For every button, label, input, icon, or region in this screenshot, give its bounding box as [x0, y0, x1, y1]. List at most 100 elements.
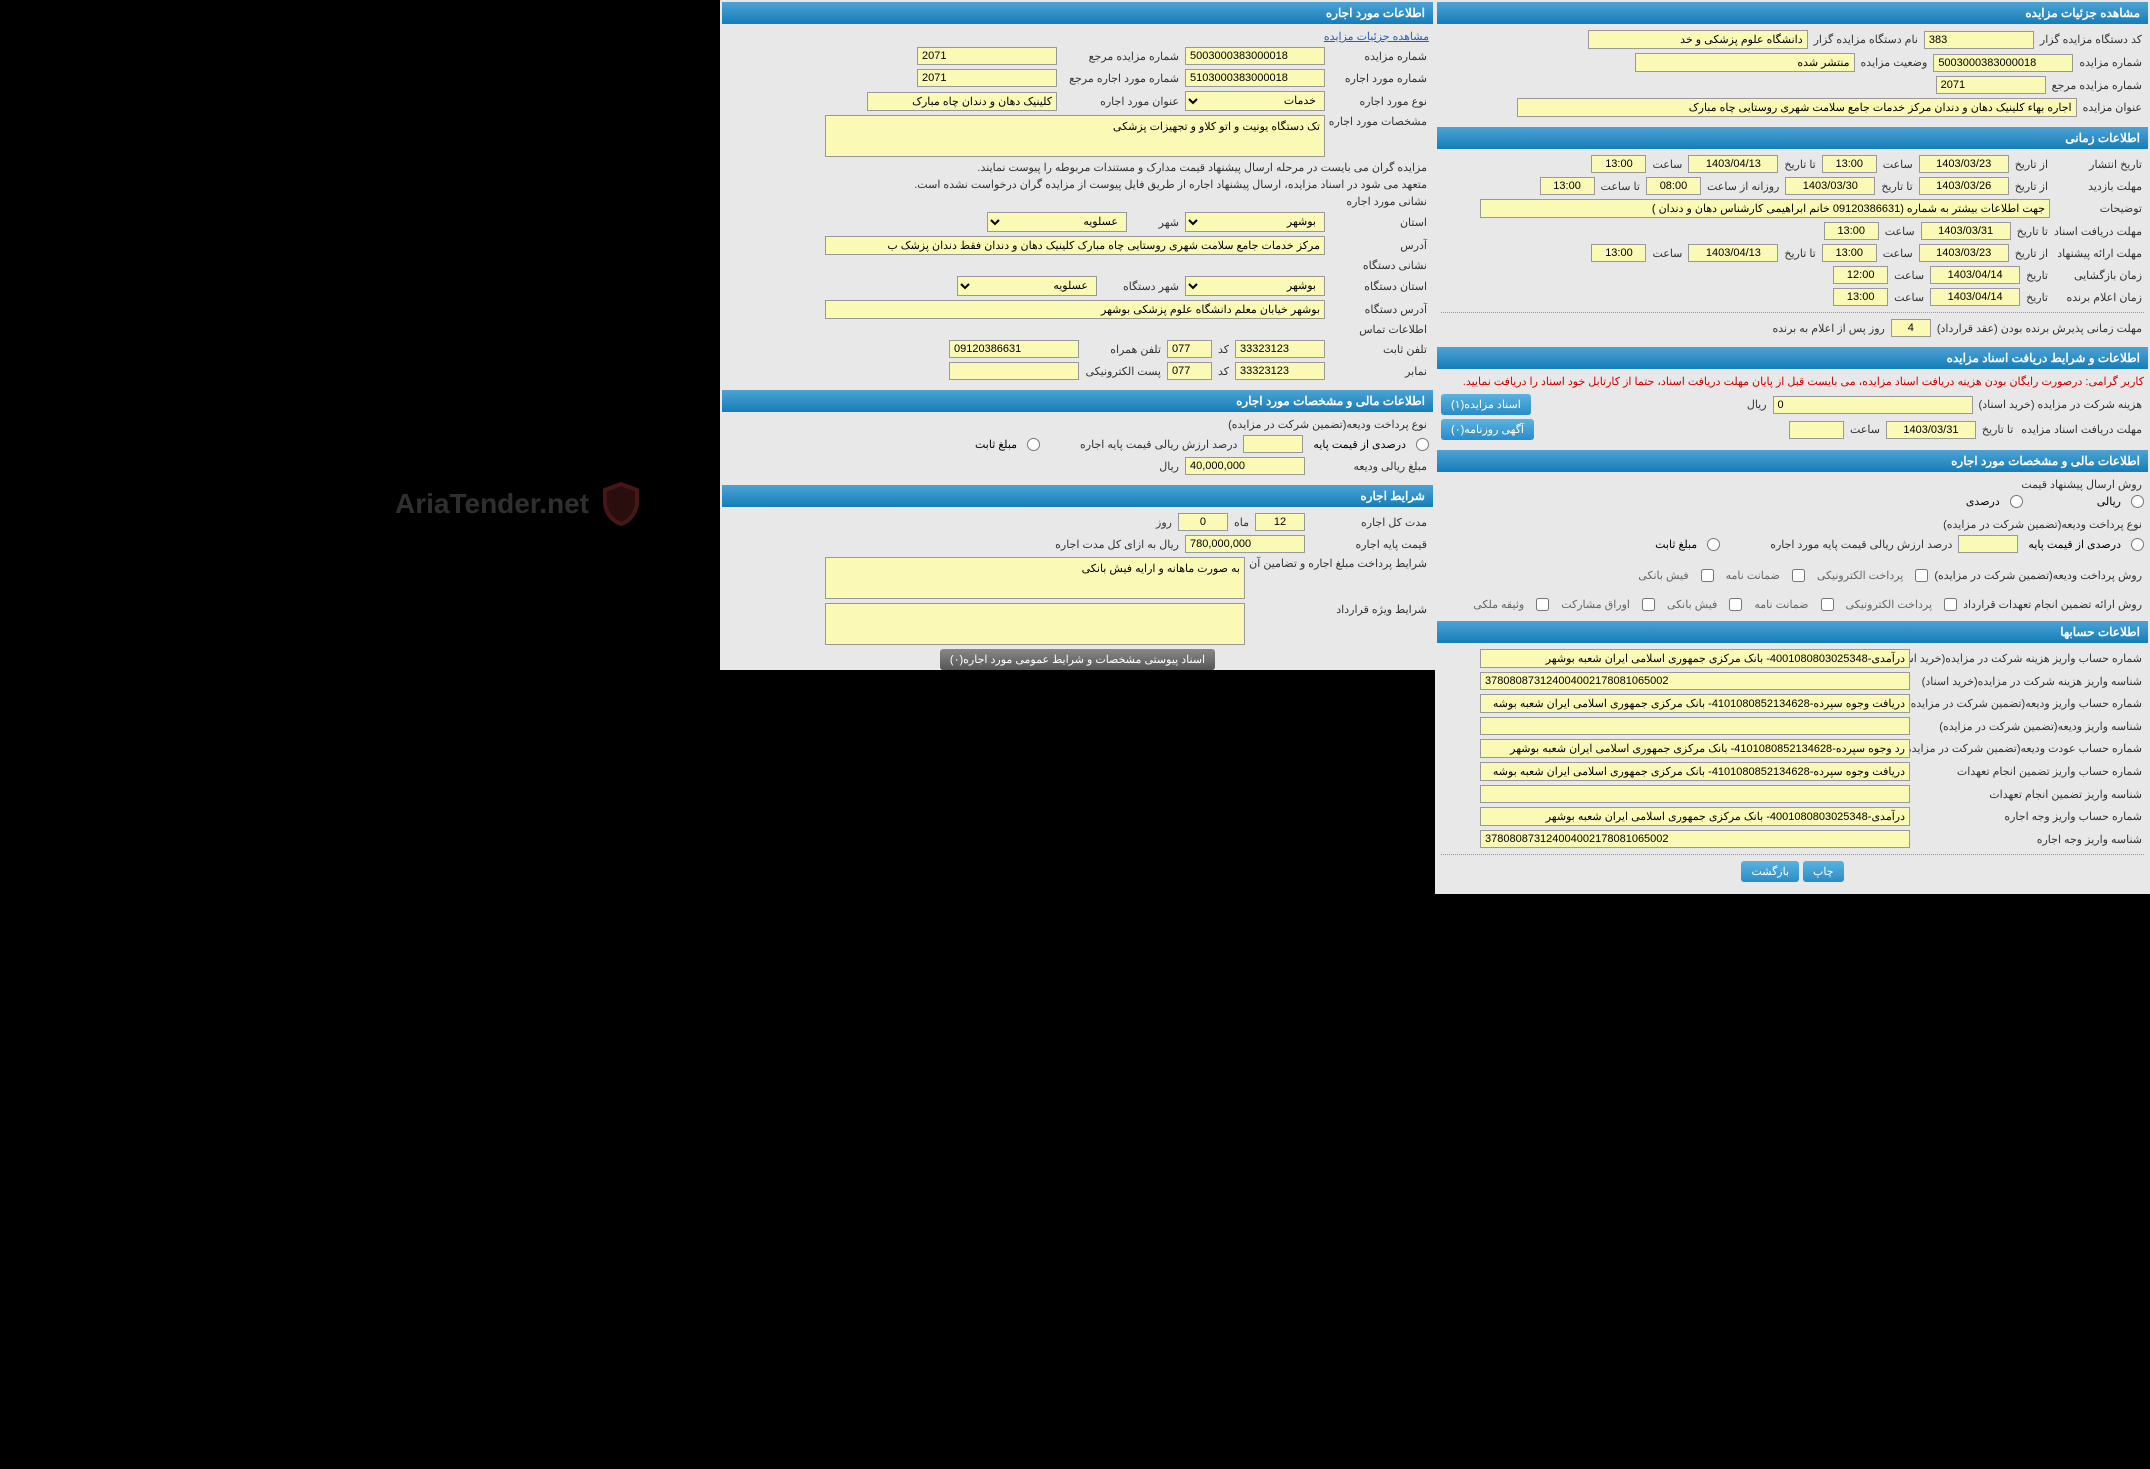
section-lease-info: اطلاعات مورد اجاره [722, 2, 1433, 24]
radio-pct[interactable] [2010, 495, 2023, 508]
field-offer-from: 1403/03/23 [1919, 244, 2009, 262]
field-org-name: دانشگاه علوم پزشکی و خد [1588, 30, 1808, 49]
label-opt-pct-base-l: درصدی از قیمت پایه [1313, 438, 1406, 451]
radio-fixed[interactable] [1707, 538, 1720, 551]
button-newspaper-ad[interactable]: آگهی روزنامه(۰) [1441, 419, 1534, 440]
label-auction-no: شماره مزایده [2077, 56, 2144, 69]
checkbox-securities[interactable] [1642, 598, 1655, 611]
label-city: شهر [1131, 216, 1181, 229]
field-mobile: 09120386631 [949, 340, 1079, 358]
label-pub: تاریخ انتشار [2054, 158, 2144, 171]
label-acc2-id: شناسه واریز ودیعه(تضمین شرکت در مزایده) [1914, 720, 2144, 733]
label-org-code: کد دستگاه مزایده گزار [2038, 33, 2144, 46]
field-auction-no: 5003000383000018 [1933, 54, 2073, 72]
select-org-city[interactable]: عسلویه [957, 276, 1097, 296]
select-province[interactable]: بوشهر [1185, 212, 1325, 232]
field-offer-to-t: 13:00 [1591, 244, 1646, 262]
button-back[interactable]: بازگشت [1741, 861, 1799, 882]
checkbox-bank[interactable] [1701, 569, 1714, 582]
checkbox-guarantee2[interactable] [1821, 598, 1834, 611]
label-opt-fixed: مبلغ ثابت [1655, 538, 1697, 551]
label-time5: ساعت [1650, 247, 1684, 260]
label-contract-cond: شرایط ویژه قرارداد [1249, 603, 1429, 616]
field-doc-to: 1403/03/31 [1921, 222, 2011, 240]
label-opt-pledge: وثیقه ملکی [1473, 598, 1524, 611]
select-lease-type[interactable]: خدمات [1185, 91, 1325, 111]
label-lease-title: عنوان مورد اجاره [1061, 95, 1181, 108]
checkbox-bank2[interactable] [1729, 598, 1742, 611]
textarea-spec[interactable]: تک دستگاه یونیت و اتو کلاو و تجهیزات پزش… [825, 115, 1325, 157]
field-status: منتشر شده [1635, 53, 1855, 72]
field-deposit-amt: 40,000,000 [1185, 457, 1305, 475]
radio-pct-base-l[interactable] [1416, 438, 1429, 451]
checkbox-epay2[interactable] [1944, 598, 1957, 611]
shield-icon [597, 480, 645, 528]
field-pub-to-t: 13:00 [1591, 155, 1646, 173]
label-lease-ref: شماره مورد اجاره مرجع [1061, 72, 1181, 85]
button-attachments[interactable]: اسناد پیوستی مشخصات و شرایط عمومی مورد ا… [940, 649, 1215, 670]
select-city[interactable]: عسلویه [987, 212, 1127, 232]
section-auction-details: مشاهده جزئیات مزایده [1437, 2, 2148, 24]
label-addr-section: نشانی مورد اجاره [1344, 195, 1429, 208]
section-doc-terms: اطلاعات و شرایط دریافت اسناد مزایده [1437, 347, 2148, 369]
radio-pct-base[interactable] [2131, 538, 2144, 551]
field-acc5: درآمدی-4001080803025348- بانک مرکزی جمهو… [1480, 807, 1910, 826]
label-visit: مهلت بازدید [2054, 180, 2144, 193]
field-pub-from: 1403/03/23 [1919, 155, 2009, 173]
field-acc3: رد وجوه سپرده-4101080852134628- بانک مرک… [1480, 739, 1910, 758]
label-acc5: شماره حساب واریز وجه اجاره [1914, 810, 2144, 823]
watermark: AriaTender.net [395, 480, 645, 528]
label-time8: ساعت [1848, 423, 1882, 436]
textarea-contract-cond[interactable] [825, 603, 1245, 645]
label-opt-bank: فیش بانکی [1638, 569, 1688, 582]
field-fax: 33323123 [1235, 362, 1325, 380]
label-accept-suffix: روز پس از اعلام به برنده [1770, 322, 1886, 335]
label-org-province: استان دستگاه [1329, 280, 1429, 293]
field-months: 12 [1255, 513, 1305, 531]
button-auction-docs[interactable]: اسناد مزایده(۱) [1441, 394, 1531, 415]
label-announce: زمان اعلام برنده [2054, 291, 2144, 304]
label-opt-securities: اوراق مشارکت [1561, 598, 1630, 611]
checkbox-guarantee[interactable] [1792, 569, 1805, 582]
field-acc1: درآمدی-4001080803025348- بانک مرکزی جمهو… [1480, 649, 1910, 668]
label-doc-deadline: مهلت دریافت اسناد [2054, 225, 2144, 238]
label-rial-l: ریال [1157, 460, 1181, 473]
label-daily-from: روزانه از ساعت [1705, 180, 1781, 193]
field-title: اجاره بهاء کلینیک دهان و دندان مرکز خدما… [1517, 98, 2077, 117]
label-address: آدرس [1329, 239, 1429, 252]
note1: مزایده گران می بایست در مرحله ارسال پیشن… [975, 161, 1429, 174]
field-accept-days: 4 [1891, 319, 1931, 337]
checkbox-pledge[interactable] [1536, 598, 1549, 611]
label-to-time: تا ساعت [1599, 180, 1642, 193]
label-opt-rial: ریالی [2097, 495, 2121, 508]
field-email [949, 362, 1079, 380]
textarea-pay-cond[interactable]: به صورت ماهانه و ارایه فیش بانکی [825, 557, 1245, 599]
field-lease-title: کلینیک دهان و دندان چاه مبارک [867, 92, 1057, 111]
label-time3: ساعت [1883, 225, 1917, 238]
label-open: زمان بازگشایی [2054, 269, 2144, 282]
link-view-details[interactable]: مشاهده جزئیات مزایده [1324, 30, 1429, 43]
radio-fixed-l[interactable] [1027, 438, 1040, 451]
label-ref-no: شماره مزایده مرجع [2050, 79, 2144, 92]
field-auction-no-l: 5003000383000018 [1185, 47, 1325, 65]
select-org-province[interactable]: بوشهر [1185, 276, 1325, 296]
field-acc4: دریافت وجوه سپرده-4101080852134628- بانک… [1480, 762, 1910, 781]
label-lease-type: نوع مورد اجاره [1329, 95, 1429, 108]
label-rial: ریال [1745, 398, 1769, 411]
field-visit-to: 1403/03/30 [1785, 177, 1875, 195]
checkbox-epay[interactable] [1915, 569, 1928, 582]
label-month: ماه [1232, 516, 1251, 529]
label-deposit-amt: مبلغ ریالی ودیعه [1309, 460, 1429, 473]
field-open-date: 1403/04/14 [1930, 266, 2020, 284]
label-acc3: شماره حساب عودت ودیعه(تضمین شرکت در مزای… [1914, 742, 2144, 755]
label-acc5-id: شناسه واریز وجه اجاره [1914, 833, 2144, 846]
radio-rial[interactable] [2131, 495, 2144, 508]
label-deposit-method: روش پرداخت ودیعه(تضمین شرکت در مزایده) [1932, 569, 2144, 582]
button-print[interactable]: چاپ [1803, 861, 1844, 882]
label-title: عنوان مزایده [2081, 101, 2144, 114]
label-acc4: شماره حساب واریز تضمین انجام تعهدات [1914, 765, 2144, 778]
label-acc2: شماره حساب واریز ودیعه(تضمین شرکت در مزا… [1914, 697, 2144, 710]
label-pay-cond: شرایط پرداخت مبلغ اجاره و تضامین آن [1249, 557, 1429, 570]
label-announce-date: تاریخ [2024, 291, 2050, 304]
label-offer: مهلت ارائه پیشنهاد [2054, 247, 2144, 260]
